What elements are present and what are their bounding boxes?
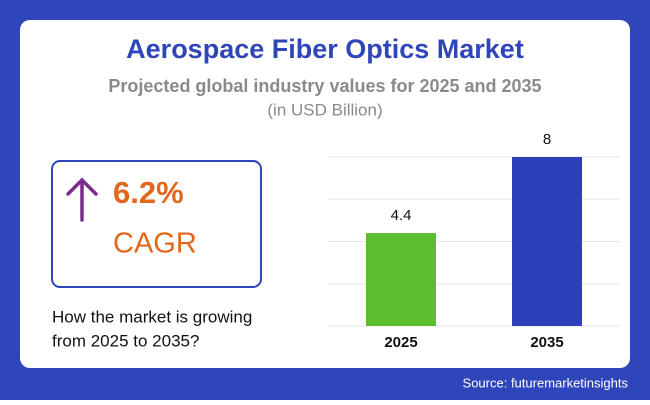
cagr-box [51,160,262,288]
card [20,20,630,368]
cagr-value: 6.2% [113,175,184,210]
bar [512,157,582,326]
note-line: from 2025 to 2035? [52,331,199,350]
up-arrow [66,177,98,222]
x-tick-label: 2035 [530,334,563,351]
unit: (in USD Billion) [267,100,382,119]
bar [366,233,436,326]
title: Aerospace Fiber Optics Market [126,34,524,64]
cagr-label: CAGR [113,228,197,260]
note-line: How the market is growing [52,307,252,326]
subtitle: Projected global industry values for 202… [108,76,541,96]
data-label: 4.4 [391,207,412,224]
source: Source: futuremarketinsights [463,375,629,390]
bar-chart: 4.4 2025 8 2035 [328,131,620,351]
data-label: 8 [543,131,551,148]
x-tick-label: 2025 [384,334,417,351]
